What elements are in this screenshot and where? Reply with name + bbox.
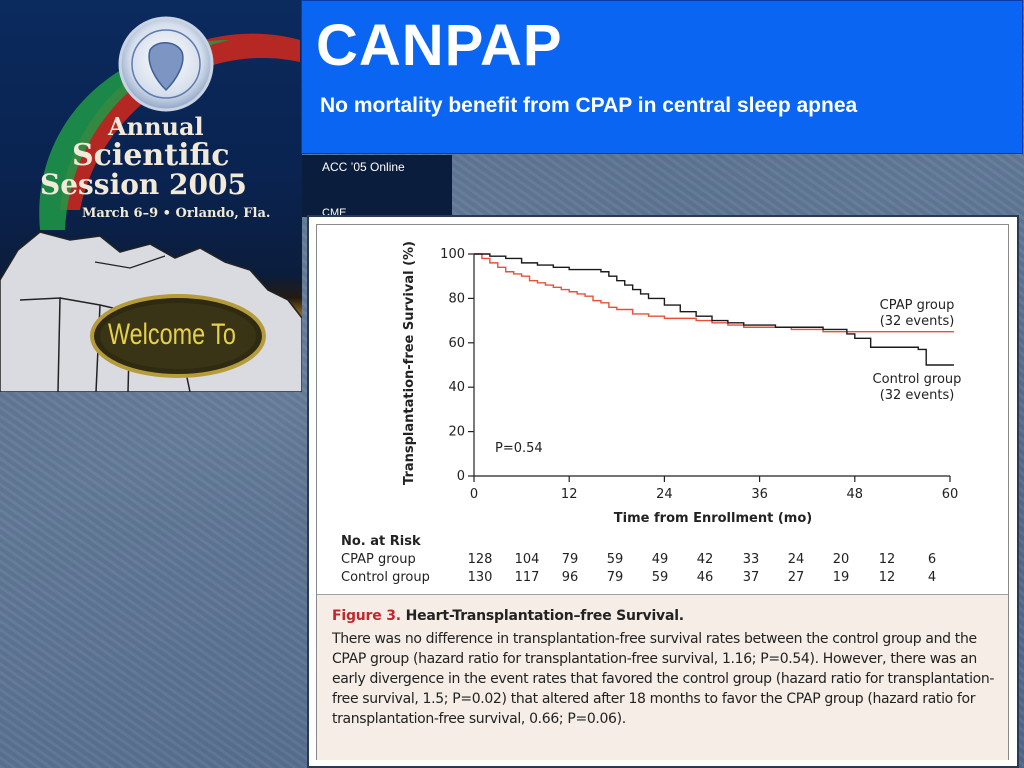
risk-value: 27 bbox=[788, 570, 805, 585]
risk-value: 42 bbox=[697, 552, 714, 567]
x-tick-label: 12 bbox=[561, 487, 578, 502]
figure-caption: Figure 3. Heart-Transplantation–free Sur… bbox=[317, 594, 1008, 760]
risk-value: 79 bbox=[562, 552, 579, 567]
chart-series bbox=[474, 253, 954, 366]
banner-line-annual: Annual bbox=[108, 112, 204, 141]
slide-title: CANPAP bbox=[316, 13, 563, 78]
x-tick-label: 24 bbox=[656, 487, 673, 502]
y-tick-label: 100 bbox=[440, 247, 465, 262]
risk-value: 6 bbox=[928, 552, 936, 567]
y-tick-label: 0 bbox=[457, 469, 465, 484]
y-axis-label: Transplantation-free Survival (%) bbox=[402, 241, 417, 485]
y-tick-label: 60 bbox=[448, 336, 465, 351]
risk-value: 4 bbox=[928, 570, 936, 585]
nav-link-cme[interactable]: CME bbox=[322, 207, 347, 215]
risk-value: 46 bbox=[697, 570, 714, 585]
risk-value: 24 bbox=[788, 552, 805, 567]
risk-value: 12 bbox=[879, 552, 896, 567]
cpap-legend-line2: (32 events) bbox=[880, 314, 955, 329]
risk-row-label-cpap: CPAP group bbox=[341, 552, 416, 567]
slide-subtitle: No mortality benefit from CPAP in centra… bbox=[320, 94, 858, 117]
risk-value: 117 bbox=[515, 570, 540, 585]
risk-row-label-control: Control group bbox=[341, 570, 430, 585]
banner-line-session: Session 2005 bbox=[40, 168, 247, 201]
risk-value: 130 bbox=[468, 570, 493, 585]
welcome-text: Welcome To bbox=[108, 318, 236, 351]
risk-value: 19 bbox=[833, 570, 850, 585]
banner-dates: March 6–9 • Orlando, Fla. bbox=[82, 206, 271, 221]
control-legend-line1: Control group bbox=[873, 372, 962, 387]
nav-strip bbox=[302, 155, 452, 217]
caption-heading: Figure 3. Heart-Transplantation–free Sur… bbox=[332, 608, 684, 624]
risk-value: 59 bbox=[607, 552, 624, 567]
risk-value: 59 bbox=[652, 570, 669, 585]
y-tick-label: 80 bbox=[448, 291, 465, 306]
p-value-annotation: P=0.54 bbox=[495, 441, 543, 456]
risk-value: 12 bbox=[879, 570, 896, 585]
risk-value: 37 bbox=[743, 570, 760, 585]
nav-link-acc-online[interactable]: ACC ’05 Online bbox=[322, 160, 405, 174]
caption-text: There was no difference in transplantati… bbox=[332, 631, 995, 727]
y-tick-label: 20 bbox=[448, 425, 465, 440]
risk-table-values: 128 104 79 59 49 42 33 24 20 12 6 130 117 96 79 59 46 37 2… bbox=[468, 552, 937, 585]
risk-table-title: No. at Risk bbox=[341, 534, 421, 549]
figure-number: Figure 3. bbox=[332, 608, 401, 624]
banner-line-scientific: Scientific bbox=[72, 138, 230, 173]
title-box: CANPAP No mortality benefit from CPAP in… bbox=[301, 0, 1023, 154]
cpap-legend-line1: CPAP group bbox=[880, 298, 955, 313]
risk-value: 20 bbox=[833, 552, 850, 567]
risk-value: 33 bbox=[743, 552, 760, 567]
control-legend-line2: (32 events) bbox=[880, 388, 955, 403]
x-axis-label: Time from Enrollment (mo) bbox=[614, 511, 812, 526]
x-tick-label: 36 bbox=[751, 487, 768, 502]
banner-art bbox=[0, 16, 302, 392]
y-tick-label: 40 bbox=[448, 380, 465, 395]
risk-value: 79 bbox=[607, 570, 624, 585]
control-series-line bbox=[474, 253, 954, 366]
figure-frame: 0 20 40 60 80 100 0 12 24 36 48 60 P=0.54 Time from… bbox=[307, 215, 1019, 768]
x-tick-label: 60 bbox=[942, 487, 959, 502]
chart-axes: 0 20 40 60 80 100 0 12 24 36 48 60 bbox=[440, 247, 958, 502]
conference-banner: Annual Scientific Session 2005 March 6–9… bbox=[0, 0, 302, 392]
x-tick-label: 48 bbox=[847, 487, 864, 502]
survival-chart: 0 20 40 60 80 100 0 12 24 36 48 60 P=0.54 Time from… bbox=[341, 241, 962, 585]
risk-value: 128 bbox=[468, 552, 493, 567]
risk-value: 96 bbox=[562, 570, 579, 585]
risk-value: 49 bbox=[652, 552, 669, 567]
figure-title: Heart-Transplantation–free Survival. bbox=[405, 608, 685, 624]
figure-panel: 0 20 40 60 80 100 0 12 24 36 48 60 P=0.54 Time from… bbox=[316, 224, 1009, 760]
risk-value: 104 bbox=[515, 552, 540, 567]
x-tick-label: 0 bbox=[470, 487, 478, 502]
